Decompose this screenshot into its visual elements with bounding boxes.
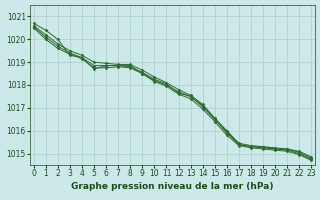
X-axis label: Graphe pression niveau de la mer (hPa): Graphe pression niveau de la mer (hPa)	[71, 182, 274, 191]
